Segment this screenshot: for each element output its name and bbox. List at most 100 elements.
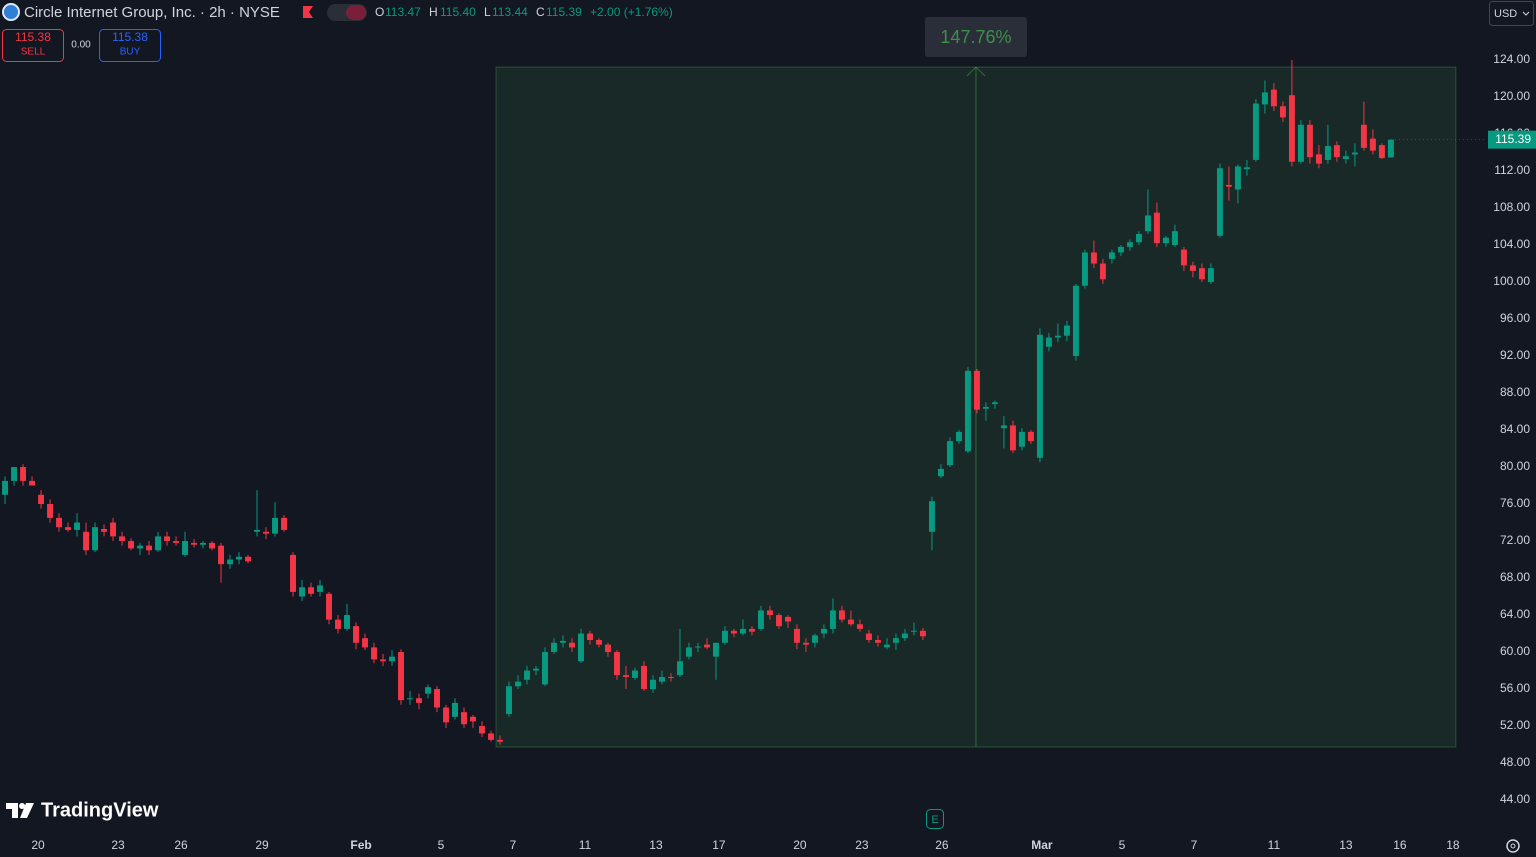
candle-body (497, 739, 503, 742)
candle-body (659, 677, 665, 682)
sell-button[interactable] (2, 29, 64, 62)
legend-close-label: C (536, 5, 545, 19)
candle-body (713, 642, 719, 657)
flag-icon[interactable] (303, 6, 313, 18)
currency-caret (1522, 11, 1530, 16)
candle-body (182, 541, 188, 555)
candle-body (1333, 145, 1340, 158)
candle-body (1324, 146, 1331, 160)
candle-body (757, 610, 764, 629)
y-tick-label: 108.00 (1493, 200, 1530, 214)
candle-body (784, 616, 791, 622)
candle-body (533, 668, 539, 671)
candle-body (605, 644, 611, 653)
x-tick-label: 13 (649, 838, 663, 852)
x-tick-label: 26 (935, 838, 949, 852)
x-tick-label: 11 (579, 838, 592, 852)
candle-body (1072, 285, 1079, 357)
candle-body (928, 501, 935, 532)
candle-body (263, 531, 269, 534)
candle-body (802, 642, 809, 645)
x-tick-label: 20 (793, 838, 807, 852)
candle-body (1135, 233, 1142, 243)
sell-label: SELL (21, 47, 46, 58)
candle-body (632, 670, 638, 678)
x-tick-label: 16 (1393, 838, 1407, 852)
price-tag-label: 115.39 (1495, 132, 1531, 146)
candle-body (236, 556, 242, 560)
x-tick-label: 5 (438, 838, 445, 852)
candle-body (1342, 156, 1349, 160)
candle-body (766, 610, 773, 616)
legend-open-label: O (375, 5, 384, 19)
candle-body (820, 628, 827, 634)
candle-body (964, 370, 971, 452)
candle-body (1279, 106, 1286, 118)
candle-body (1027, 431, 1034, 442)
candle-body (542, 652, 548, 685)
candle-body (479, 726, 485, 734)
y-tick-label: 52.00 (1500, 718, 1530, 732)
candle-body (811, 635, 818, 643)
measure-arrow (966, 66, 986, 77)
candle-body (1108, 252, 1115, 259)
candle-body (74, 522, 81, 530)
tv-logo-icon (6, 803, 34, 818)
candle-body (1387, 139, 1394, 158)
candle-body (1270, 89, 1277, 107)
candle-body (434, 689, 440, 708)
x-tick-label: Mar (1031, 838, 1053, 852)
earnings-marker[interactable] (926, 809, 944, 829)
candle-body (722, 630, 728, 643)
candle-body (856, 624, 863, 629)
candle-body (1180, 249, 1187, 266)
candle-body (883, 644, 890, 648)
x-tick-label: 5 (1119, 838, 1126, 852)
candle-body (829, 610, 836, 629)
candle-body (919, 630, 926, 637)
candle-body (1216, 168, 1223, 236)
candle-body (353, 626, 359, 643)
candle-body (119, 536, 125, 542)
x-tick-label: Feb (350, 838, 371, 852)
toggle-knob (346, 5, 366, 20)
y-tick-label: 80.00 (1500, 459, 1530, 473)
y-tick-label: 112.00 (1494, 163, 1530, 177)
candle-body (596, 640, 602, 645)
y-tick-label: 124.00 (1493, 52, 1530, 66)
x-tick-label: 23 (111, 838, 125, 852)
candle-body (892, 638, 899, 643)
candle-body (227, 559, 233, 565)
candle-body (524, 670, 530, 680)
candle-body (677, 661, 683, 676)
candle-body (515, 681, 521, 687)
y-tick-label: 56.00 (1500, 681, 1530, 695)
candle-body (1090, 252, 1097, 264)
candle-body (560, 640, 566, 643)
y-tick-label: 84.00 (1500, 422, 1530, 436)
buy-price: 115.38 (112, 30, 148, 44)
candle-body (982, 406, 989, 409)
spread: 0.00 (71, 40, 91, 51)
candle-body (308, 587, 314, 594)
candle-body (11, 467, 18, 481)
candle-body (1252, 103, 1259, 160)
candle-body (1063, 325, 1070, 336)
candle-body (398, 652, 404, 701)
settings-icon[interactable] (1506, 839, 1520, 853)
y-tick-label: 60.00 (1500, 644, 1530, 658)
buy-button[interactable] (99, 29, 161, 62)
y-tick-label: 88.00 (1500, 385, 1530, 399)
candle-body (551, 642, 557, 653)
candle-body (740, 628, 746, 634)
candle-body (101, 529, 107, 532)
y-tick-label: 48.00 (1500, 755, 1530, 769)
candle-body (2, 480, 9, 495)
candle-body (425, 687, 431, 694)
currency-button[interactable] (1489, 1, 1534, 26)
candle-body (695, 646, 701, 648)
candle-body (506, 686, 512, 715)
candle-body (1018, 431, 1025, 447)
candle-body (407, 698, 413, 700)
